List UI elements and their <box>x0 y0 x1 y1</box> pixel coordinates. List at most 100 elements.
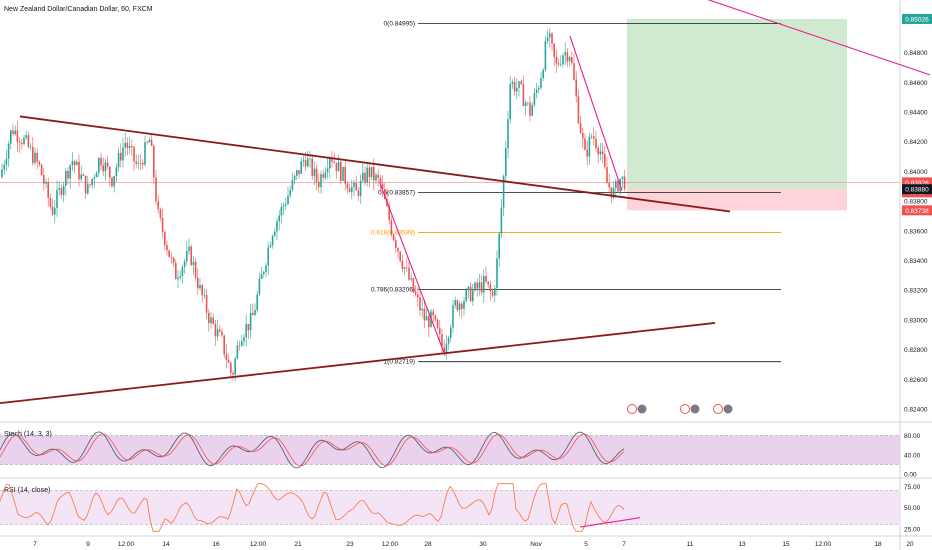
candle-body <box>111 177 113 187</box>
time-axis-label: 13 <box>738 541 746 548</box>
rsi-axis-label: 50.00 <box>904 505 921 512</box>
time-axis-label: 12:00 <box>382 541 399 548</box>
candle-body <box>384 189 386 199</box>
candle-body <box>485 276 487 282</box>
candle-body <box>36 152 38 162</box>
price-axis-label: 0.83800 <box>904 199 928 206</box>
candle-body <box>3 164 5 170</box>
candle-body <box>40 164 43 176</box>
candle-body <box>285 204 287 206</box>
candle-body <box>364 172 366 183</box>
time-axis-label: 30 <box>479 541 487 548</box>
candle-body <box>461 303 463 309</box>
candle-body <box>511 81 514 85</box>
price-axis-label: 0.82600 <box>904 377 928 384</box>
candle-body <box>210 317 212 324</box>
price-axis-label: 0.83400 <box>904 258 928 265</box>
candle-body <box>586 149 588 157</box>
candle-body <box>359 180 362 196</box>
candle-body <box>527 102 529 104</box>
candle-body <box>390 220 393 235</box>
candle-body <box>366 167 368 183</box>
candle-body <box>170 256 173 258</box>
candle-body <box>227 360 230 363</box>
candle-body <box>179 276 181 278</box>
trendline-upper-resistance <box>19 115 731 213</box>
candle-body <box>590 136 593 137</box>
price-axis-badge-label: 0.85026 <box>905 16 929 23</box>
candle-body <box>16 130 19 142</box>
price-axis-badge-label: 0.83880 <box>905 187 929 194</box>
time-axis-label: 12:00 <box>815 541 832 548</box>
candle-body <box>302 160 305 162</box>
candle-body <box>456 300 459 311</box>
candle-body <box>445 343 448 353</box>
candle-body <box>362 172 364 181</box>
candle-body <box>458 303 461 311</box>
candle-body <box>21 142 23 144</box>
candle-body <box>518 81 520 88</box>
candle-body <box>450 327 452 338</box>
candle-body <box>408 267 410 280</box>
candle-body <box>417 294 419 298</box>
fib-level-label: 0.5(0.83857) <box>378 190 415 197</box>
stoch-band <box>0 435 900 465</box>
candle-body <box>566 52 569 62</box>
candle-body <box>98 157 100 173</box>
long-position-target-zone <box>627 18 847 190</box>
time-axis-label: 5 <box>584 541 588 548</box>
candle-body <box>333 161 335 163</box>
candle-body <box>562 55 564 65</box>
candle-body <box>93 177 96 179</box>
candle-body <box>318 181 320 188</box>
candle-body <box>304 160 307 167</box>
candle-body <box>82 174 85 176</box>
candle-body <box>201 285 203 296</box>
candle-body <box>58 187 60 190</box>
candle-body <box>203 295 206 296</box>
time-axis-label: 14 <box>162 541 170 548</box>
fib-level-label: 0.618(0.83589) <box>371 229 415 236</box>
candle-body <box>529 102 531 116</box>
candle-body <box>346 183 349 189</box>
candle-body <box>95 172 98 178</box>
candle-body <box>14 130 16 135</box>
candle-body <box>353 182 355 187</box>
candle-body <box>496 258 498 289</box>
candle-body <box>579 122 582 133</box>
candle-body <box>126 142 129 149</box>
candle-body <box>436 319 439 329</box>
rsi-axis-label: 25.00 <box>904 526 921 533</box>
candle-body <box>544 41 547 70</box>
candle-body <box>584 138 586 150</box>
candle-body <box>324 172 327 178</box>
candle-body <box>595 138 597 149</box>
candle-body <box>615 180 617 189</box>
candle-body <box>487 281 489 285</box>
candle-body <box>214 323 217 337</box>
candle-body <box>469 286 472 302</box>
candle-body <box>254 309 256 316</box>
candle-body <box>491 291 494 296</box>
candle-body <box>271 235 274 246</box>
candle-body <box>221 331 223 336</box>
candle-body <box>432 311 434 316</box>
candle-body <box>381 183 384 190</box>
candle-body <box>249 312 252 331</box>
time-axis-label: 15 <box>782 541 790 548</box>
candle-body <box>276 221 278 232</box>
candle-body <box>443 347 445 353</box>
rsi-line <box>0 483 625 532</box>
candle-body <box>500 207 503 234</box>
stoch-axis-label: 0.00 <box>904 472 917 479</box>
candle-body <box>18 141 21 143</box>
candle-body <box>115 167 118 177</box>
candle-body <box>175 263 177 280</box>
candle-body <box>205 295 208 313</box>
candle-body <box>410 278 412 280</box>
candle-body <box>377 174 379 178</box>
candle-body <box>623 176 626 190</box>
price-axis-label: 0.83200 <box>904 288 928 295</box>
candle-body <box>104 162 107 172</box>
